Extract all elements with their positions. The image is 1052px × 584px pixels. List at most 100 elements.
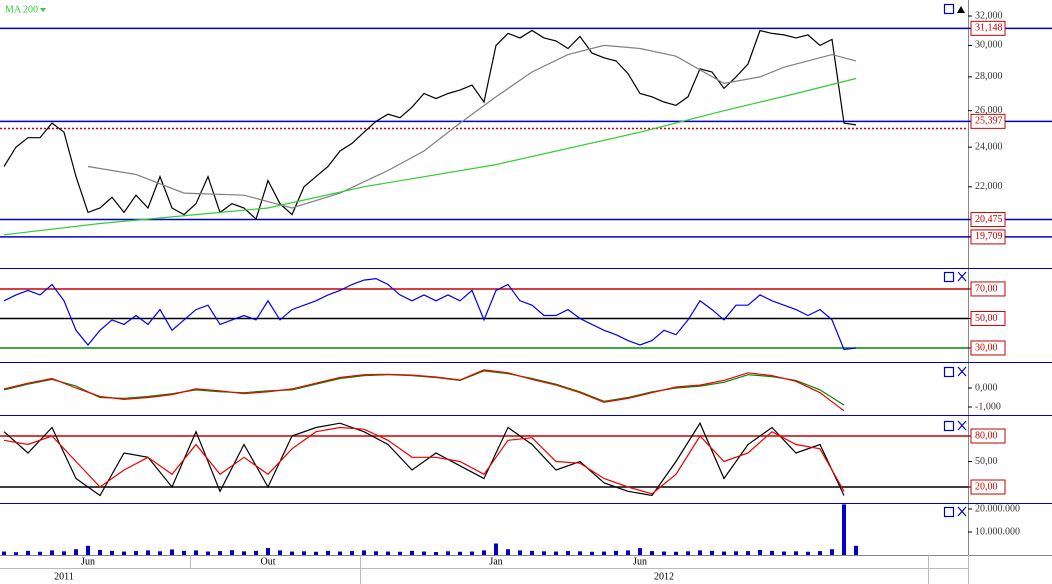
level-label: 19,709 [975,231,1003,242]
maximize-icon[interactable] [943,366,955,378]
volume-bar [422,551,426,555]
volume-bar [374,551,378,555]
volume-bar [698,550,702,555]
volume-bar [158,551,162,555]
series-line [3,29,857,221]
y-tick-label: 70,00 [975,283,998,294]
close-icon[interactable] [957,366,967,377]
label-box [970,113,1006,129]
volume-bar [842,504,846,555]
series-line [3,277,857,351]
maximize-icon[interactable] [943,3,955,15]
volume-bar [2,551,6,555]
volume-bar [38,551,42,555]
year-label: 2012 [654,571,674,582]
x-tick-label: Jan [489,556,502,567]
series-line [3,369,845,412]
volume-bar [506,549,510,555]
volume-bar [122,551,126,555]
label-box [970,20,1006,36]
y-tick-label: 50,00 [975,456,998,467]
legend-arrow [40,8,46,12]
y-tick-label: -1,000 [975,401,1001,412]
y-tick-label: 20.000.000 [975,503,1020,514]
y-tick-label: 50,00 [975,313,998,324]
volume-bar [806,551,810,555]
y-tick-label: 10.000.000 [975,526,1020,537]
volume-bar [470,551,474,555]
volume-bar [818,551,822,555]
volume-bar [746,551,750,555]
label-box [970,428,1006,444]
volume-bar [446,551,450,555]
volume-bar [770,550,774,555]
series-line [3,421,845,497]
volume-bar [578,551,582,555]
y-tick-label: 30,00 [975,342,998,353]
maximize-icon[interactable] [943,271,955,283]
close-icon[interactable] [957,420,967,431]
volume-bar [194,550,198,555]
label-box [970,229,1006,245]
volume-bar [530,550,534,555]
series-line [3,426,845,495]
label-box [970,281,1006,297]
pin-icon[interactable] [957,6,965,13]
close-icon[interactable] [957,506,967,517]
volume-bar [590,551,594,555]
volume-bar [602,551,606,555]
maximize-icon[interactable] [943,506,955,518]
volume-bar [170,549,174,555]
volume-bar [218,551,222,555]
volume-bar [386,551,390,555]
label-box [970,212,1006,228]
y-tick-label: 30,000 [975,40,1003,51]
volume-bar [758,549,762,555]
volume-bar [182,550,186,555]
volume-bar [242,551,246,555]
level-label: 25,397 [975,116,1003,127]
volume-bar [206,551,210,555]
volume-bar [434,552,438,555]
label-box [970,340,1006,356]
volume-bar [734,551,738,555]
y-tick-label: 22,000 [975,181,1003,192]
volume-bar [566,551,570,555]
volume-bar [518,550,522,555]
series-line [3,77,857,236]
volume-bar [50,550,54,555]
volume-bar [650,551,654,555]
year-label: 2011 [54,571,74,582]
level-label: 31,148 [975,23,1003,34]
volume-bar [722,551,726,555]
volume-bar [794,551,798,555]
volume-bar [74,549,78,555]
close-icon[interactable] [957,271,967,282]
x-tick-label: Jun [81,556,95,567]
volume-bar [314,551,318,555]
volume-bar [482,550,486,555]
volume-bar [782,551,786,555]
volume-bar [626,550,630,555]
volume-bar [26,550,30,555]
label-box [970,310,1006,326]
volume-bar [674,551,678,555]
volume-bar [290,551,294,555]
volume-bar [410,550,414,555]
volume-bar [542,551,546,555]
y-tick-label: 20,00 [975,481,998,492]
y-tick-label: 80,00 [975,430,998,441]
volume-bar [302,551,306,555]
volume-bar [134,551,138,555]
volume-bar [554,551,558,555]
volume-bar [14,552,18,555]
maximize-icon[interactable] [943,420,955,432]
volume-bar [230,550,234,555]
volume-bar [338,551,342,555]
x-tick-label: Out [261,556,276,567]
volume-bar [146,550,150,555]
volume-bar [494,543,498,555]
volume-bar [614,550,618,555]
